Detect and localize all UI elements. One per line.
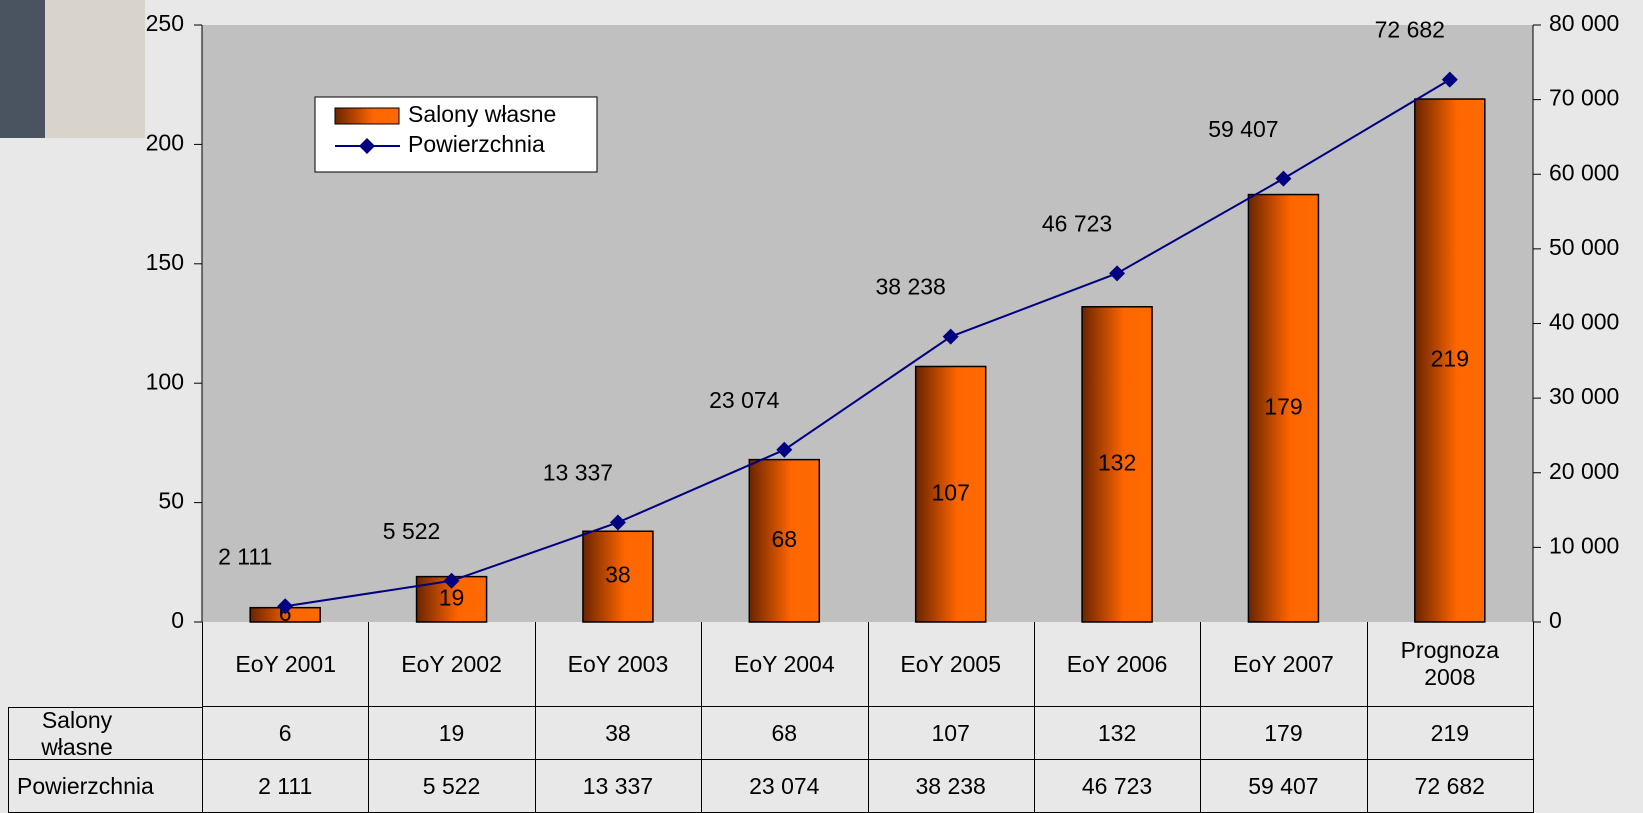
bar-value-label: 132 xyxy=(1098,449,1136,475)
legend-label: Salony własne xyxy=(408,101,556,127)
line-value-label: 59 407 xyxy=(1208,116,1278,142)
table-header-text: EoY 2007 xyxy=(1233,651,1334,678)
table-cell: 179 xyxy=(1200,707,1367,760)
table-cell-text: 19 xyxy=(439,720,465,747)
table-cell-text: 5 522 xyxy=(423,773,481,800)
table-header-text: EoY 2006 xyxy=(1067,651,1168,678)
table-cell: 19 xyxy=(368,707,535,760)
table-header-text: EoY 2002 xyxy=(401,651,502,678)
line-value-label: 13 337 xyxy=(543,460,613,486)
table-header: EoY 2006 xyxy=(1034,622,1201,707)
table-cell-text: 72 682 xyxy=(1415,773,1485,800)
y2-tick-label: 20 000 xyxy=(1549,458,1619,484)
table-cell-text: 219 xyxy=(1431,720,1469,747)
table-header-text: EoY 2003 xyxy=(568,651,669,678)
line-value-label: 2 111 xyxy=(218,543,272,569)
table-cell-text: 68 xyxy=(772,720,798,747)
table-cell: 46 723 xyxy=(1034,760,1201,813)
table-header: EoY 2004 xyxy=(701,622,868,707)
table-row-label-text: Powierzchnia xyxy=(17,773,137,800)
table-header: EoY 2007 xyxy=(1200,622,1367,707)
table-cell: 2 111 xyxy=(202,760,369,813)
table-header-text: EoY 2001 xyxy=(235,651,336,678)
y2-tick-label: 60 000 xyxy=(1549,159,1619,185)
table-cell-text: 179 xyxy=(1264,720,1302,747)
photo-figure xyxy=(0,0,45,138)
table-cell: 107 xyxy=(868,707,1035,760)
table-cell: 6 xyxy=(202,707,369,760)
table-header: EoY 2005 xyxy=(868,622,1035,707)
table-header: EoY 2003 xyxy=(535,622,702,707)
table-cell-text: 46 723 xyxy=(1082,773,1152,800)
page: 0 50 100 150 200 250 0 10 000 20 000 30 000 40 000… xyxy=(0,0,1643,801)
table-row-label-text: Salony własne xyxy=(17,707,137,761)
bar-value-label: 179 xyxy=(1264,393,1302,419)
table-cell-text: 2 111 xyxy=(258,773,312,800)
table-cell: 132 xyxy=(1034,707,1201,760)
table-cell: 38 238 xyxy=(868,760,1035,813)
y-tick-label: 150 xyxy=(146,249,184,275)
table-cell: 59 407 xyxy=(1200,760,1367,813)
y2-tick-label: 30 000 xyxy=(1549,383,1619,409)
bar-value-label: 68 xyxy=(772,526,798,552)
line-value-label: 46 723 xyxy=(1042,210,1112,236)
y2-tick-label: 0 xyxy=(1549,607,1562,633)
table-header-text: EoY 2004 xyxy=(734,651,835,678)
table-cell-text: 132 xyxy=(1098,720,1136,747)
table-cell: 23 074 xyxy=(701,760,868,813)
y-tick-label: 100 xyxy=(146,368,184,394)
table-cell-text: 23 074 xyxy=(749,773,819,800)
table-header: EoY 2002 xyxy=(368,622,535,707)
legend-swatch xyxy=(335,108,399,124)
table-row-label: Salony własne xyxy=(8,707,203,760)
y-tick-label: 200 xyxy=(146,129,184,155)
table-cell: 72 682 xyxy=(1367,760,1534,813)
table-header: Prognoza 2008 xyxy=(1367,622,1534,707)
y2-tick-label: 10 000 xyxy=(1549,532,1619,558)
table-cell: 5 522 xyxy=(368,760,535,813)
table-row-label: Powierzchnia xyxy=(8,760,203,813)
table-cell: 219 xyxy=(1367,707,1534,760)
line-value-label: 38 238 xyxy=(876,274,946,300)
table-cell-text: 6 xyxy=(279,720,292,747)
line-value-label: 5 522 xyxy=(383,518,441,544)
y2-tick-label: 70 000 xyxy=(1549,85,1619,111)
table-cell-text: 38 238 xyxy=(916,773,986,800)
legend-label: Powierzchnia xyxy=(408,131,545,157)
table-header: EoY 2001 xyxy=(202,622,369,707)
table-cell: 38 xyxy=(535,707,702,760)
y-tick-label: 50 xyxy=(158,488,184,514)
bar-value-label: 107 xyxy=(932,479,970,505)
table-header-text: EoY 2005 xyxy=(900,651,1001,678)
bar-value-label: 38 xyxy=(605,562,631,588)
line-value-label: 72 682 xyxy=(1375,17,1445,43)
table-cell: 13 337 xyxy=(535,760,702,813)
bar-value-label: 219 xyxy=(1431,346,1469,372)
table-cell: 68 xyxy=(701,707,868,760)
table-cell-text: 13 337 xyxy=(583,773,653,800)
y2-tick-label: 80 000 xyxy=(1549,10,1619,36)
table-cell-text: 38 xyxy=(605,720,631,747)
y-tick-label: 250 xyxy=(146,10,184,36)
y-tick-label: 0 xyxy=(171,607,184,633)
table-header-text: Prognoza 2008 xyxy=(1390,637,1510,691)
table-cell-text: 107 xyxy=(932,720,970,747)
line-value-label: 23 074 xyxy=(709,387,780,413)
y2-tick-label: 50 000 xyxy=(1549,234,1619,260)
table-cell-text: 59 407 xyxy=(1248,773,1318,800)
y2-tick-label: 40 000 xyxy=(1549,309,1619,335)
